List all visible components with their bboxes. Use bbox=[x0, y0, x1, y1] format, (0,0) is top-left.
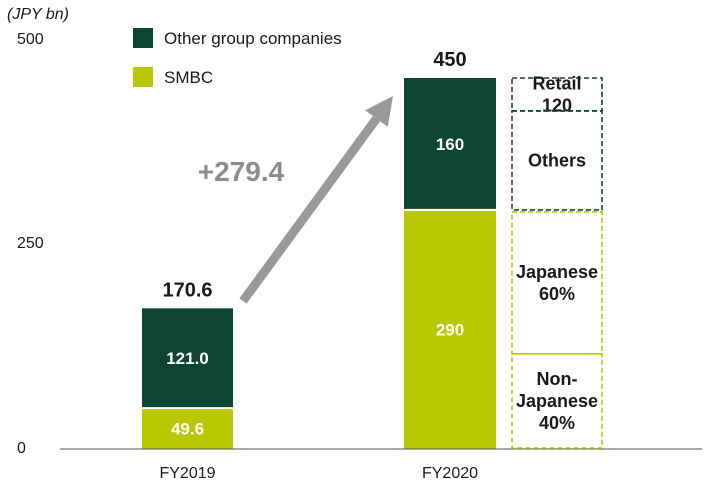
growth-arrow-head bbox=[365, 96, 393, 127]
y-tick-label: 500 bbox=[17, 31, 44, 48]
bar-total-label: 170.6 bbox=[162, 279, 212, 301]
bar-segment-divider bbox=[142, 407, 233, 410]
breakdown-box-japanese bbox=[511, 211, 603, 355]
breakdown-box-others bbox=[511, 110, 603, 211]
breakdown-label: Non- bbox=[537, 369, 578, 389]
breakdown-label: Others bbox=[528, 150, 586, 170]
legend-swatch-smbc bbox=[133, 67, 153, 87]
bar-other-group-fy2019 bbox=[142, 308, 233, 408]
y-tick-label: 0 bbox=[17, 440, 26, 457]
bar-value-label: 160 bbox=[436, 135, 464, 154]
y-tick-label: 250 bbox=[17, 235, 44, 252]
breakdown-label: 40% bbox=[539, 413, 575, 433]
breakdown-box-non-japanese bbox=[511, 352, 603, 449]
legend-swatch-other-group bbox=[133, 28, 153, 48]
x-category-label: FY2020 bbox=[422, 465, 478, 482]
bar-other-group-fy2020 bbox=[404, 78, 496, 209]
growth-delta-label: +279.4 bbox=[198, 156, 285, 187]
growth-arrow-shaft bbox=[239, 115, 381, 304]
breakdown-label: Retail bbox=[532, 73, 581, 93]
unit-label: (JPY bn) bbox=[7, 6, 69, 23]
bar-segment-divider bbox=[404, 208, 496, 211]
breakdown-label: Japanese bbox=[516, 391, 598, 411]
legend-label: Other group companies bbox=[164, 29, 342, 48]
legend-label: SMBC bbox=[164, 68, 213, 87]
bar-value-label: 290 bbox=[436, 320, 464, 339]
bar-value-label: 49.6 bbox=[171, 420, 204, 439]
breakdown-label: 60% bbox=[539, 284, 575, 304]
bar-value-label: 121.0 bbox=[166, 349, 209, 368]
breakdown-label: 120 bbox=[542, 95, 572, 115]
breakdown-box-retail bbox=[511, 77, 603, 112]
breakdown-label: Japanese bbox=[516, 262, 598, 282]
bar-smbc-fy2020 bbox=[404, 209, 496, 449]
bar-smbc-fy2019 bbox=[142, 408, 233, 449]
x-category-label: FY2019 bbox=[159, 465, 215, 482]
bar-total-label: 450 bbox=[433, 49, 466, 71]
